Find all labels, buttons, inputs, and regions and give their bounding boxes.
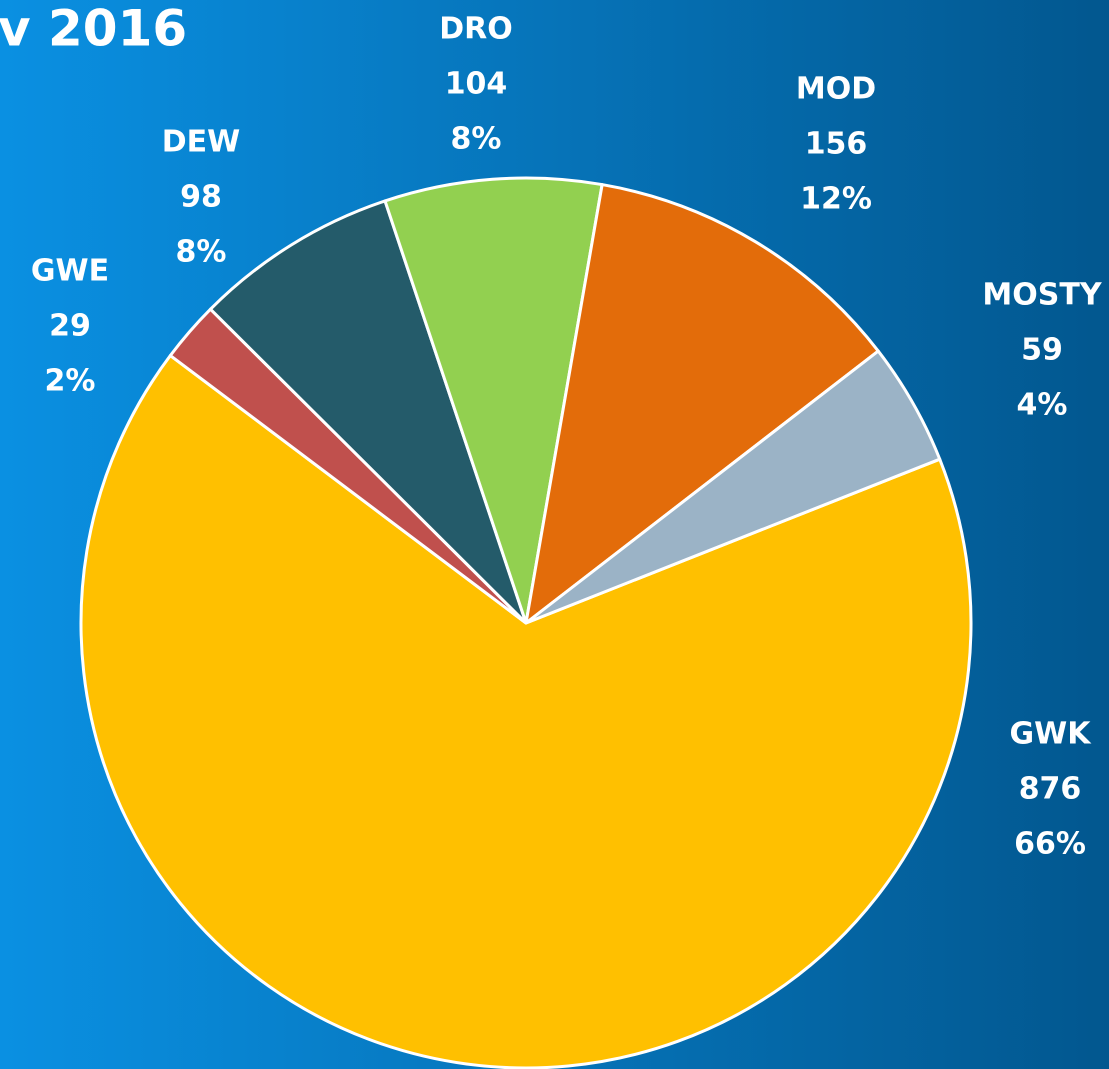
slice-name: MOD: [796, 72, 876, 107]
slice-name: DRO: [439, 12, 513, 47]
slice-value: 98: [180, 180, 222, 215]
slice-name: GWE: [31, 254, 109, 289]
slice-name: GWK: [1010, 717, 1093, 752]
pie-slice: [383, 176, 604, 625]
slice-value: 156: [805, 127, 868, 162]
pie-slice: [524, 183, 880, 625]
slice-percent: 4%: [1017, 388, 1068, 423]
slice-value: 59: [1021, 333, 1063, 368]
slice-percent: 12%: [800, 182, 872, 217]
slice-percent: 2%: [45, 364, 96, 399]
pie-slice: [524, 349, 942, 625]
slice-name: DEW: [162, 125, 241, 160]
pie-slice: [79, 354, 973, 1069]
slice-value: 104: [445, 67, 508, 102]
slice-percent: 66%: [1014, 827, 1086, 862]
chart-title: v 2016: [0, 0, 187, 58]
slice-value: 29: [49, 309, 91, 344]
slice-percent: 8%: [176, 235, 227, 270]
slice-value: 876: [1019, 772, 1082, 807]
slice-percent: 8%: [451, 122, 502, 157]
slice-name: MOSTY: [982, 278, 1102, 313]
pie-slice: [208, 199, 528, 625]
